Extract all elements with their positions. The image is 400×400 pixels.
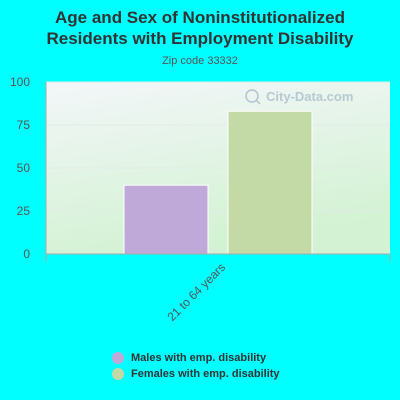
legend-item[interactable]: Females with emp. disability: [112, 366, 280, 382]
legend-item[interactable]: Males with emp. disability: [112, 350, 280, 366]
legend-swatch: [112, 368, 124, 380]
legend-label: Females with emp. disability: [131, 368, 280, 380]
y-tick-label: 100: [10, 75, 30, 89]
y-tick-label: 75: [17, 118, 31, 132]
y-tick-label: 25: [17, 204, 31, 218]
legend-swatch: [112, 352, 124, 364]
chart-title: Age and Sex of Noninstitutionalized Resid…: [46, 8, 354, 48]
bar-males[interactable]: [123, 184, 209, 255]
y-tick-label: 0: [23, 247, 30, 261]
legend: Males with emp. disability Females with e…: [112, 350, 280, 382]
watermark: City-Data.com: [245, 89, 353, 105]
x-tick-label: 21 to 64 years: [164, 260, 228, 324]
y-tick-label: 50: [17, 161, 31, 175]
chart-subtitle: Zip code 33332: [162, 55, 238, 67]
bar-females[interactable]: [227, 110, 313, 255]
legend-label: Males with emp. disability: [131, 352, 267, 364]
watermark-text: City-Data.com: [266, 89, 353, 104]
